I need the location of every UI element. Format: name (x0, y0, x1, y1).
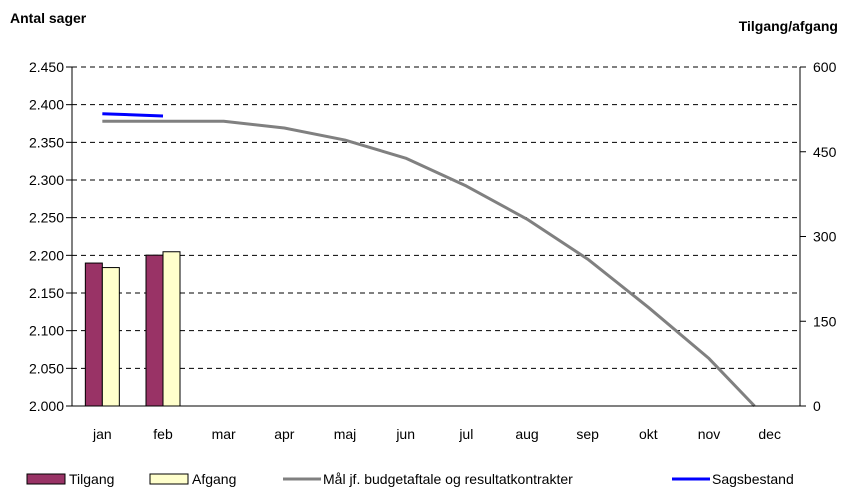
legend-swatch (149, 473, 189, 485)
x-tick-label: jan (92, 426, 112, 442)
right-tick-label: 150 (813, 313, 837, 329)
legend-label: Tilgang (69, 471, 114, 487)
legend-swatch (26, 473, 66, 485)
gridlines (72, 66, 800, 369)
right-axis-title: Tilgang/afgang (739, 18, 838, 34)
line-target (102, 119, 756, 408)
x-tick-label: feb (153, 426, 173, 442)
x-tick-label: maj (334, 426, 357, 442)
left-tick-label: 2.000 (29, 398, 64, 414)
right-tick-label: 450 (813, 144, 837, 160)
bar-series (84, 251, 181, 407)
x-tick-label: apr (274, 426, 295, 442)
right-tick-label: 600 (813, 59, 837, 75)
x-tick-label: mar (212, 426, 236, 442)
x-tick-label: jun (395, 426, 415, 442)
bar-tilgang (84, 262, 103, 407)
x-tick-label: nov (698, 426, 721, 442)
bar-tilgang (145, 254, 164, 407)
left-tick-label: 2.200 (29, 247, 64, 263)
axes (66, 66, 806, 407)
x-tick-label: aug (515, 426, 538, 442)
right-tick-labels: 0 150 300 450 600 (813, 59, 837, 414)
legend: Tilgang Afgang Mål jf. budgetaftale og res… (26, 471, 794, 487)
left-tick-labels: 2.000 2.050 2.100 2.150 2.200 2.250 2.300 2.350… (29, 59, 64, 414)
left-tick-label: 2.400 (29, 97, 64, 113)
x-tick-label: dec (758, 426, 781, 442)
bar-afgang (101, 267, 120, 407)
line-sagsbestand (102, 112, 164, 118)
x-tick-label: sep (576, 426, 599, 442)
bar-afgang (162, 251, 181, 407)
legend-label: Mål jf. budgetaftale og resultatkontrakt… (323, 471, 573, 487)
x-tick-label: okt (639, 426, 658, 442)
left-axis-title: Antal sager (10, 10, 87, 26)
x-tick-label: jul (458, 426, 473, 442)
line-series (102, 112, 756, 408)
right-tick-label: 0 (813, 398, 821, 414)
left-tick-label: 2.150 (29, 285, 64, 301)
left-tick-label: 2.350 (29, 134, 64, 150)
left-tick-label: 2.300 (29, 172, 64, 188)
legend-label: Afgang (192, 471, 236, 487)
legend-label: Sagsbestand (712, 471, 794, 487)
left-tick-label: 2.450 (29, 59, 64, 75)
left-tick-label: 2.100 (29, 323, 64, 339)
left-tick-label: 2.050 (29, 360, 64, 376)
left-tick-label: 2.250 (29, 210, 64, 226)
right-tick-label: 300 (813, 229, 837, 245)
x-tick-labels: jan feb mar apr maj jun jul aug sep okt nov dec (92, 426, 781, 442)
